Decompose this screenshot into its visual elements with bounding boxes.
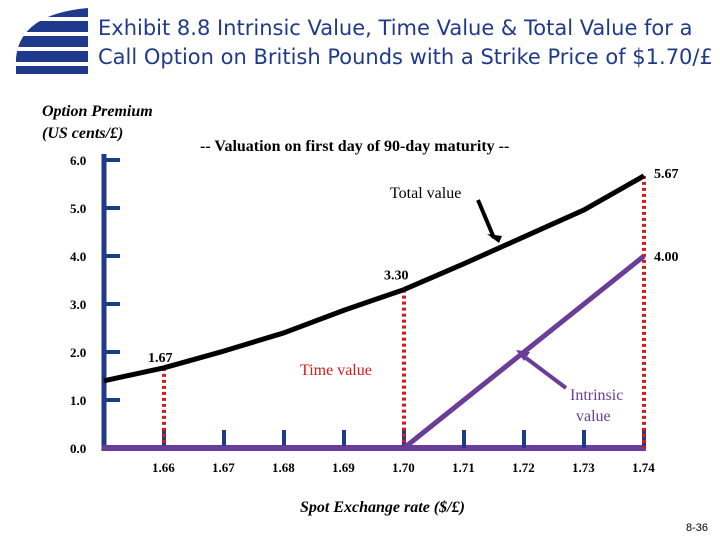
total-value-line	[103, 173, 646, 384]
data-label: 4.00	[654, 250, 679, 265]
x-tick-label: 1.66	[152, 460, 175, 475]
x-tick-label: 1.67	[212, 460, 235, 475]
y-tick-label: 4.0	[70, 249, 86, 264]
dotted-guides	[162, 175, 646, 448]
x-tick-label: 1.70	[392, 460, 415, 475]
y-tick-label: 3.0	[70, 297, 86, 312]
intrinsic-value-annotation-line2: value	[576, 408, 611, 425]
x-tick-label: 1.69	[332, 460, 355, 475]
option-value-chart: 0.01.02.03.04.05.06.0 1.66 1.67 1.68 1.69 1.…	[42, 103, 679, 516]
slide-title-line1: Exhibit 8.8 Intrinsic Value, Time Value …	[98, 16, 693, 40]
y-tick-label: 6.0	[70, 153, 86, 168]
chart-subtitle: -- Valuation on first day of 90-day matu…	[200, 138, 509, 155]
x-tick-label: 1.73	[572, 460, 595, 475]
intrinsic-value-arrow-shaft	[524, 356, 568, 390]
total-value-arrow-head	[487, 234, 502, 243]
x-axis-ticks: 1.66 1.67 1.68 1.69 1.70 1.71 1.72 1.73 1.74	[152, 430, 655, 475]
x-tick-label: 1.72	[512, 460, 535, 475]
intrinsic-value-arrow-head	[516, 350, 530, 361]
total-value-annotation: Total value	[390, 185, 461, 202]
y-axis-title-line2: (US cents/£)	[42, 125, 123, 142]
y-axis-title-line1: Option Premium	[42, 103, 153, 120]
data-label: 3.30	[384, 269, 409, 284]
y-tick-label: 1.0	[70, 393, 86, 408]
y-tick-label: 2.0	[70, 345, 86, 360]
slide-title: Exhibit 8.8 Intrinsic Value, Time Value …	[98, 14, 713, 72]
data-label: 5.67	[654, 167, 679, 182]
x-tick-label: 1.74	[632, 460, 655, 475]
data-label: 1.67	[148, 351, 173, 366]
data-labels: 1.67 3.30 5.67 4.00	[148, 167, 679, 366]
series-lines	[103, 173, 646, 451]
intrinsic-value-line	[104, 254, 646, 451]
y-axis-ticks: 0.0 1.0 2.0 3.0 4.0 5.0 6.0	[70, 153, 120, 456]
textbook-logo	[16, 8, 88, 74]
slide-title-line2: Call Option on British Pounds with a Str…	[98, 45, 713, 69]
x-tick-label: 1.71	[452, 460, 475, 475]
y-tick-label: 0.0	[70, 441, 86, 456]
slide-page-number: 8-36	[685, 522, 708, 534]
time-value-annotation: Time value	[300, 362, 372, 379]
x-tick-label: 1.68	[272, 460, 295, 475]
intrinsic-value-annotation-line1: Intrinsic	[570, 387, 623, 404]
total-value-arrow-shaft	[476, 199, 496, 239]
x-axis-title: Spot Exchange rate ($/£)	[300, 499, 465, 516]
y-tick-label: 5.0	[70, 201, 86, 216]
